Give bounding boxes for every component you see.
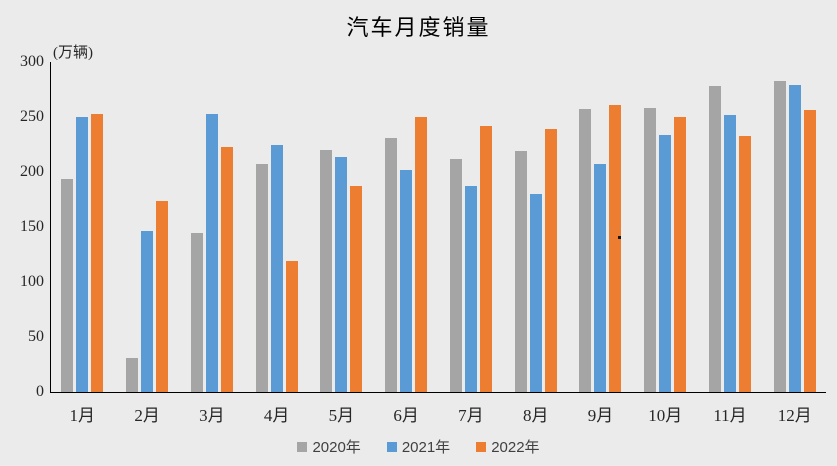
y-tick-label-200: 200 [20, 163, 44, 180]
bar-2020年-11月 [709, 86, 721, 392]
bar-2020年-4月 [255, 164, 268, 392]
bar-2022年-3月 [220, 146, 233, 392]
legend-item-2021年: 2021年 [386, 436, 451, 457]
legend-label: 2022年 [491, 439, 540, 456]
bar-2020年-2月 [126, 357, 139, 392]
legend-swatch-icon [476, 441, 487, 452]
x-tick-label-5月: 5月 [328, 406, 355, 425]
bar-2021年-4月 [270, 144, 283, 392]
bar-2022年-8月 [544, 129, 557, 392]
bar-2022年-1月 [91, 113, 104, 392]
x-tick-label-6月: 6月 [393, 406, 419, 425]
bar-2020年-5月 [320, 150, 333, 392]
bar-2020年-1月 [61, 178, 74, 392]
bar-2021年-10月 [659, 134, 672, 392]
bar-2021年-7月 [464, 186, 477, 392]
bar-2021年-6月 [400, 169, 413, 392]
bar-2022年-4月 [285, 261, 298, 392]
bar-2020年-12月 [773, 80, 786, 392]
x-tick-label-11月: 11月 [713, 406, 747, 425]
x-tick-label-10月: 10月 [648, 406, 683, 425]
y-tick-label-300: 300 [20, 53, 44, 70]
bar-2021年-11月 [724, 114, 736, 392]
x-tick-label-8月: 8月 [522, 406, 549, 425]
bar-2022年-7月 [479, 125, 492, 392]
legend-item-2022年: 2022年 [476, 436, 540, 457]
x-tick-label-4月: 4月 [263, 406, 290, 425]
x-tick-label-9月: 9月 [587, 406, 614, 425]
bar-2020年-10月 [644, 108, 657, 392]
y-tick-label-150: 150 [20, 218, 44, 235]
x-tick-label-12月: 12月 [777, 406, 812, 425]
bar-2020年-3月 [190, 232, 203, 392]
legend: 2020年 2021年 2022年 [0, 436, 837, 457]
bar-2022年-9月 [609, 104, 622, 392]
bar-2021年-12月 [788, 85, 801, 392]
x-axis-line [50, 392, 826, 393]
legend-swatch-icon [386, 441, 397, 452]
bar-2020年-6月 [385, 137, 398, 392]
stray-dot-artifact [618, 236, 621, 239]
y-axis-unit-label: (万辆) [53, 45, 93, 61]
x-tick-label-1月: 1月 [69, 406, 96, 425]
bar-2022年-10月 [674, 117, 687, 392]
bar-2022年-11月 [739, 135, 751, 392]
bar-2020年-7月 [449, 158, 462, 392]
legend-label: 2021年 [401, 439, 451, 456]
bar-2022年-5月 [350, 186, 363, 392]
legend-item-2020年: 2020年 [297, 436, 361, 457]
y-tick-label-0: 0 [36, 383, 44, 400]
chart-title: 汽车月度销量 [346, 15, 491, 40]
bar-2020年-8月 [514, 151, 527, 392]
y-tick-label-100: 100 [20, 273, 44, 290]
bar-2021年-9月 [594, 164, 607, 392]
bar-2021年-3月 [205, 113, 218, 392]
y-tick-label-250: 250 [20, 108, 44, 125]
bar-2021年-5月 [335, 156, 348, 392]
bar-2022年-12月 [803, 110, 816, 392]
bar-2020年-9月 [579, 109, 592, 392]
legend-swatch-icon [297, 441, 308, 452]
bar-2022年-2月 [156, 200, 169, 392]
bar-2021年-8月 [529, 194, 542, 392]
x-tick-label-7月: 7月 [458, 406, 484, 425]
y-tick-label-50: 50 [28, 328, 44, 345]
x-tick-label-2月: 2月 [134, 406, 160, 425]
bar-2022年-6月 [415, 117, 428, 392]
bar-2021年-1月 [76, 117, 89, 392]
bar-2021年-2月 [141, 231, 154, 392]
x-tick-label-3月: 3月 [199, 406, 225, 425]
y-axis-line [50, 62, 51, 392]
legend-label: 2020年 [312, 439, 361, 456]
